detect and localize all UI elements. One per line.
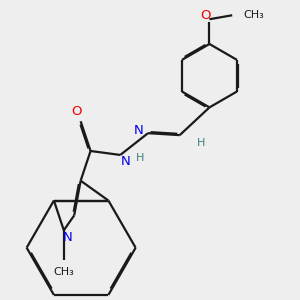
- Text: O: O: [200, 9, 211, 22]
- Text: CH₃: CH₃: [243, 10, 264, 20]
- Text: O: O: [71, 105, 82, 118]
- Text: H: H: [136, 153, 144, 163]
- Text: N: N: [134, 124, 144, 137]
- Text: N: N: [63, 231, 73, 244]
- Text: N: N: [120, 155, 130, 168]
- Text: H: H: [197, 138, 206, 148]
- Text: CH₃: CH₃: [53, 267, 74, 277]
